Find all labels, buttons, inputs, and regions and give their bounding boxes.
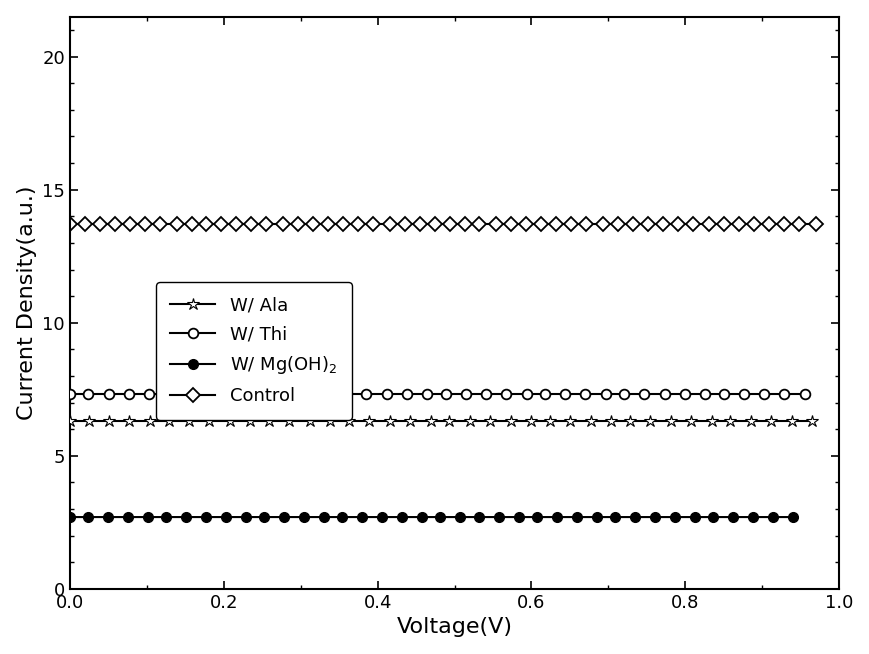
Legend: W/ Ala, W/ Thi, W/ Mg(OH)$_2$, Control: W/ Ala, W/ Thi, W/ Mg(OH)$_2$, Control — [156, 283, 351, 420]
X-axis label: Voltage(V): Voltage(V) — [396, 617, 512, 638]
Y-axis label: Current Density(a.u.): Current Density(a.u.) — [17, 186, 36, 420]
